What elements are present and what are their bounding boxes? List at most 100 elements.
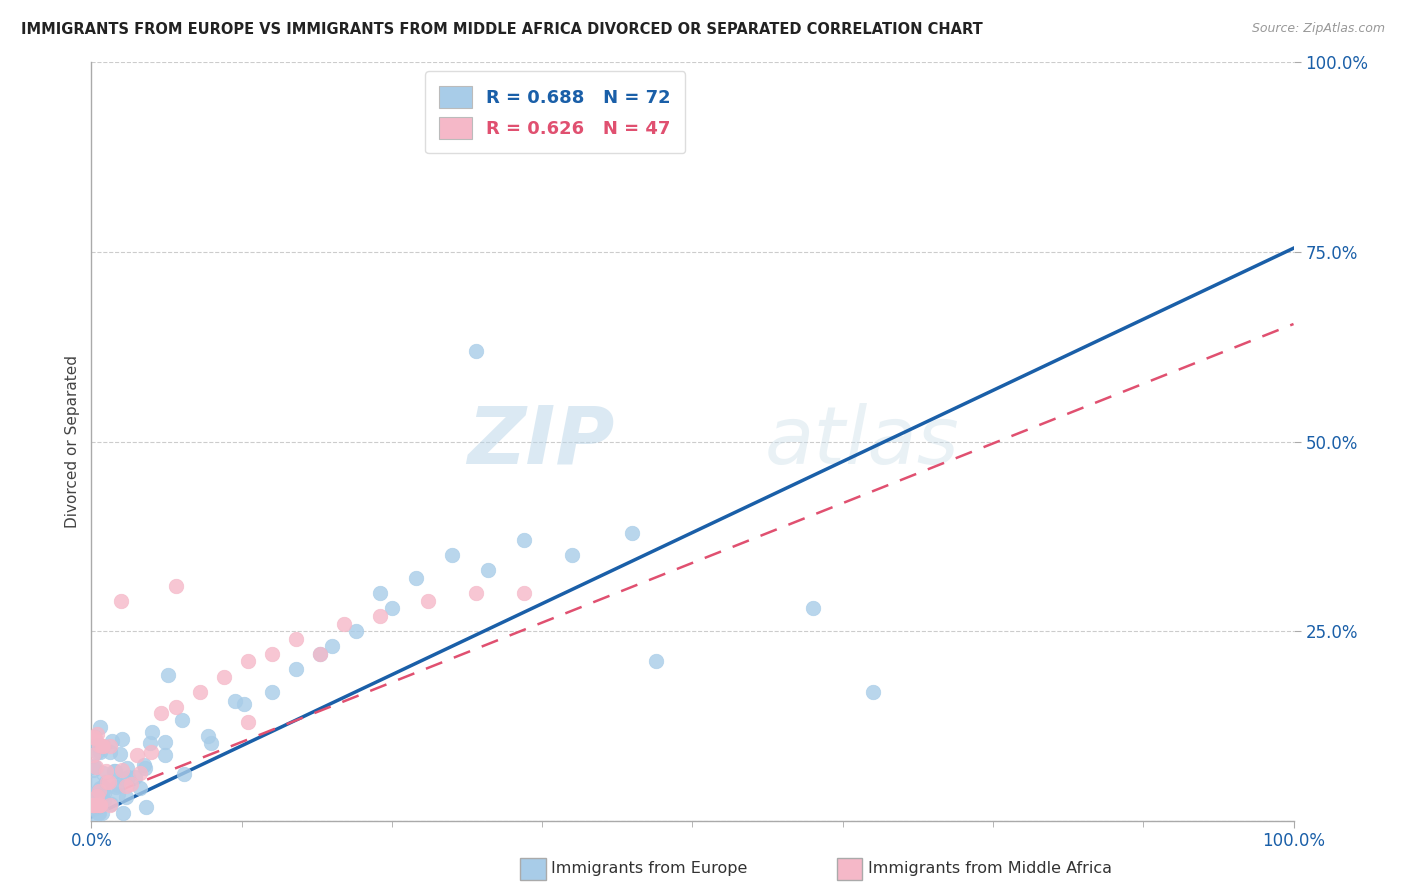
Point (89, 798, 111, 813)
Point (260, 685, 283, 699)
Point (405, 571, 427, 585)
Point (104, 780, 127, 794)
Point (93, 786, 115, 800)
Text: ZIP: ZIP (467, 402, 614, 481)
Point (416, 594, 439, 608)
Point (82, 797, 104, 812)
Point (86, 806, 108, 821)
Point (84, 800, 107, 814)
Point (89, 780, 111, 795)
Point (98, 798, 121, 813)
Point (84, 760, 107, 774)
Point (321, 639, 343, 653)
Point (93, 792, 115, 806)
Point (477, 564, 499, 578)
Point (87, 739, 110, 753)
Point (236, 655, 259, 669)
Point (233, 698, 256, 712)
Text: Immigrants from Europe: Immigrants from Europe (551, 862, 748, 876)
Point (87, 783, 110, 797)
Point (107, 787, 129, 801)
Point (128, 766, 150, 780)
Point (621, 525, 644, 540)
Point (111, 763, 134, 777)
Point (465, 586, 488, 600)
Point (238, 714, 260, 729)
Point (103, 764, 125, 778)
Point (82, 798, 104, 813)
Text: IMMIGRANTS FROM EUROPE VS IMMIGRANTS FROM MIDDLE AFRICA DIVORCED OR SEPARATED CO: IMMIGRANTS FROM EUROPE VS IMMIGRANTS FRO… (21, 22, 983, 37)
Point (465, 343, 488, 358)
Point (84, 731, 107, 745)
Point (91, 766, 114, 780)
Point (107, 778, 129, 792)
Point (153, 735, 176, 749)
Point (87, 806, 110, 821)
Point (84, 798, 107, 813)
Point (200, 736, 222, 750)
Point (83, 789, 105, 803)
Point (87, 790, 110, 805)
Point (139, 736, 162, 750)
Point (82, 806, 104, 821)
Point (260, 647, 283, 661)
Point (513, 586, 536, 600)
Point (98, 739, 121, 753)
Point (97, 775, 120, 789)
Point (170, 713, 193, 727)
Point (134, 761, 156, 775)
Point (111, 731, 134, 746)
Point (173, 767, 195, 781)
Point (91, 739, 114, 753)
Point (89, 745, 111, 759)
Point (96, 764, 118, 779)
Point (83, 798, 105, 813)
Point (197, 729, 219, 743)
Point (108, 747, 131, 762)
Point (308, 647, 330, 661)
Point (86, 745, 108, 759)
Point (801, 601, 824, 615)
Point (381, 601, 404, 615)
Point (224, 694, 246, 708)
Point (82, 776, 104, 790)
Point (114, 790, 136, 805)
Point (862, 685, 884, 699)
Point (141, 745, 163, 759)
Point (212, 669, 235, 683)
Point (91, 784, 114, 798)
Point (344, 624, 367, 639)
Point (368, 608, 391, 623)
Point (124, 770, 146, 784)
Point (91, 806, 114, 821)
Point (91, 739, 114, 753)
Point (513, 533, 536, 548)
Text: Source: ZipAtlas.com: Source: ZipAtlas.com (1251, 22, 1385, 36)
Point (132, 758, 155, 772)
Point (104, 764, 127, 779)
Point (308, 647, 330, 661)
Point (150, 706, 173, 721)
Point (82, 763, 104, 777)
Point (96, 774, 118, 789)
Point (188, 685, 211, 699)
Point (561, 548, 583, 563)
Point (86, 789, 108, 803)
Point (153, 748, 176, 763)
Point (284, 662, 307, 676)
Point (141, 725, 163, 739)
Text: atlas: atlas (765, 402, 959, 481)
Point (645, 655, 668, 669)
Point (120, 777, 142, 791)
Y-axis label: Divorced or Separated: Divorced or Separated (65, 355, 80, 528)
Point (98, 745, 121, 759)
Point (93, 780, 115, 794)
Point (89, 739, 111, 753)
Text: Immigrants from Middle Africa: Immigrants from Middle Africa (868, 862, 1112, 876)
Point (111, 806, 134, 821)
Point (112, 772, 135, 786)
Point (100, 797, 122, 811)
Point (114, 779, 136, 793)
Point (83, 759, 105, 773)
Point (82, 747, 104, 762)
